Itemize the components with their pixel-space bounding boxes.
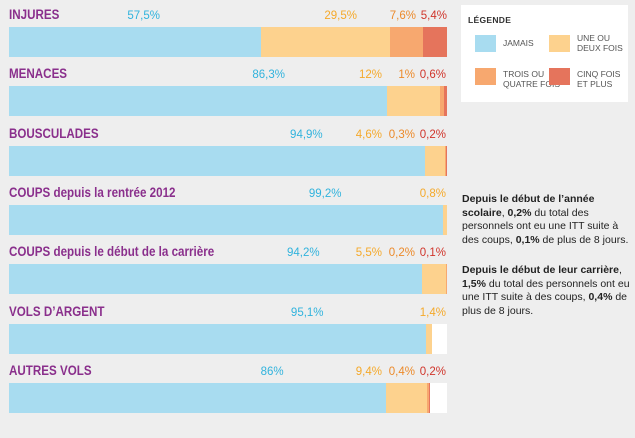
data-label-une-ou-deux: 12% — [358, 69, 382, 82]
data-label-trois-ou-quatre: 0,4% — [388, 365, 415, 378]
data-label-cinq-et-plus: 0,6% — [419, 69, 446, 82]
data-label-trois-ou-quatre: 7,6% — [389, 10, 416, 22]
data-label-une-ou-deux: 0,8% — [419, 187, 446, 200]
note-annee-scolaire: Depuis le début de l’année scolaire, 0,2… — [462, 193, 632, 247]
data-label-jamais: 57,5% — [127, 10, 160, 22]
category-label: MENACES — [9, 66, 68, 82]
bar-track — [9, 27, 447, 57]
data-label-une-ou-deux: 4,6% — [355, 128, 382, 141]
bar-segment-trois-ou-quatre — [439, 86, 444, 117]
note-emphasis: 1,5% — [462, 277, 486, 290]
bar-segment-trois-ou-quatre — [445, 264, 447, 295]
note-text: , — [501, 206, 508, 219]
bar-track — [9, 145, 447, 176]
bar-segment-une-ou-deux — [385, 382, 427, 413]
bar-segment-cinq-et-plus — [443, 86, 447, 117]
category-label: COUPS depuis la rentrée 2012 — [9, 184, 176, 200]
note-emphasis: 0,1% — [515, 233, 540, 246]
note-emphasis: 0,4% — [588, 291, 613, 303]
data-label-une-ou-deux: 1,4% — [419, 306, 446, 319]
legend-swatch-jamais — [475, 35, 496, 52]
bar-segment-jamais — [9, 323, 426, 354]
note-emphasis: Depuis le début de leur carrière — [462, 264, 619, 276]
bar-segment-une-ou-deux — [425, 323, 432, 354]
bar-segment-jamais — [9, 204, 444, 235]
bar-segment-trois-ou-quatre — [426, 382, 429, 413]
data-label-cinq-et-plus: 5,4% — [420, 10, 447, 22]
data-label-trois-ou-quatre: 1% — [398, 69, 415, 82]
category-label: AUTRES VOLS — [9, 362, 92, 378]
data-label-jamais: 94,9% — [290, 128, 323, 141]
data-label-jamais: 95,1% — [290, 306, 324, 319]
legend-label-cinq-et-plus: CINQ FOIS ET PLUS — [577, 69, 621, 89]
bar-segment-jamais — [9, 86, 387, 117]
legend-swatch-trois-ou-quatre — [475, 68, 496, 85]
bar-segment-jamais — [9, 264, 422, 295]
bar-track — [9, 382, 447, 413]
legend-swatch-une-ou-deux — [549, 35, 570, 52]
data-label-cinq-et-plus: 0,2% — [419, 365, 446, 378]
category-label: INJURES — [9, 7, 60, 22]
bar-segment-une-ou-deux — [424, 145, 445, 176]
bar-segment-une-ou-deux — [386, 86, 440, 117]
legend-box: LÉGENDE JAMAIS UNE OU DEUX FOIS TROIS OU… — [461, 5, 628, 102]
data-label-jamais: 86% — [260, 365, 284, 378]
bar-segment-jamais — [9, 382, 386, 413]
note-emphasis: Depuis le début de l’année scolaire — [462, 193, 595, 219]
bar-segment-une-ou-deux — [443, 204, 447, 235]
data-label-cinq-et-plus: 0,2% — [419, 128, 446, 141]
data-label-cinq-et-plus: 0,1% — [419, 247, 446, 260]
note-carriere: Depuis le début de leur carrière, 1,5% d… — [462, 264, 632, 318]
bar-track — [9, 86, 447, 117]
bar-segment-cinq-et-plus — [428, 382, 430, 413]
data-label-trois-ou-quatre: 0,3% — [388, 128, 415, 141]
bar-segment-une-ou-deux — [260, 27, 391, 57]
data-label-une-ou-deux: 9,4% — [355, 365, 382, 378]
data-label-jamais: 99,2% — [308, 187, 342, 200]
legend-title: LÉGENDE — [468, 15, 512, 25]
legend-label-une-ou-deux: UNE OU DEUX FOIS — [577, 33, 623, 53]
legend-swatch-cinq-et-plus — [549, 68, 570, 85]
category-label: BOUSCULADES — [9, 125, 99, 141]
note-emphasis: 0,2% — [507, 206, 532, 219]
legend-label-jamais: JAMAIS — [503, 38, 534, 48]
note-text: du total des personnels ont eu une ITT s… — [462, 206, 619, 246]
bar-segment-jamais — [9, 145, 425, 176]
data-label-jamais: 86,3% — [252, 69, 285, 82]
data-label-une-ou-deux: 5,5% — [355, 247, 382, 260]
note-text: du total des personnels ont eu une ITT s… — [462, 277, 630, 304]
bar-track — [9, 264, 447, 295]
bar-segment-une-ou-deux — [421, 264, 446, 295]
category-label: COUPS depuis le début de la carrière — [9, 244, 215, 260]
category-label: VOLS D’ARGENT — [9, 303, 105, 319]
data-label-une-ou-deux: 29,5% — [324, 10, 357, 22]
bar-segment-cinq-et-plus — [446, 145, 447, 176]
bar-segment-trois-ou-quatre — [444, 145, 447, 176]
note-text: de plus de 8 jours. — [539, 233, 629, 246]
bar-segment-cinq-et-plus — [423, 27, 447, 57]
data-label-trois-ou-quatre: 0,2% — [388, 247, 415, 260]
data-label-jamais: 94,2% — [286, 247, 320, 260]
note-text: , — [618, 264, 622, 276]
bar-segment-jamais — [9, 27, 261, 57]
note-text: de plus de 8 jours. — [462, 291, 628, 317]
bar-track — [9, 204, 447, 235]
bar-segment-trois-ou-quatre — [390, 27, 424, 57]
bar-track — [9, 323, 447, 354]
